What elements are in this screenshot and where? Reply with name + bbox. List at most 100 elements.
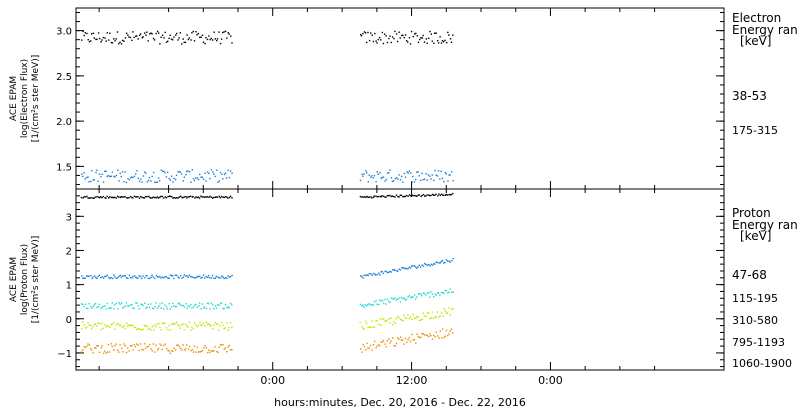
data-point xyxy=(392,297,394,300)
data-point xyxy=(89,347,92,350)
data-point xyxy=(434,263,436,265)
data-point xyxy=(154,277,156,280)
data-point xyxy=(444,261,446,264)
data-point xyxy=(439,294,441,296)
data-point xyxy=(208,35,210,37)
data-point xyxy=(393,37,395,40)
data-point xyxy=(145,307,147,309)
data-point xyxy=(113,197,115,199)
data-point xyxy=(381,176,383,179)
data-point xyxy=(126,322,128,324)
data-point xyxy=(389,35,391,37)
data-point xyxy=(168,195,170,197)
data-point xyxy=(150,180,152,182)
data-point xyxy=(394,196,396,198)
data-point xyxy=(147,277,149,280)
data-point xyxy=(382,272,385,274)
data-point xyxy=(151,175,153,178)
data-point xyxy=(426,194,428,196)
data-point xyxy=(412,35,414,38)
data-point xyxy=(411,333,413,336)
data-point xyxy=(96,38,98,40)
data-point xyxy=(399,301,402,303)
data-point xyxy=(96,306,98,309)
data-point xyxy=(434,316,436,318)
data-point xyxy=(361,196,363,198)
data-point xyxy=(435,331,437,333)
data-point xyxy=(90,328,93,330)
data-point xyxy=(410,297,412,299)
data-point xyxy=(385,346,387,348)
data-point xyxy=(84,346,87,349)
data-point xyxy=(197,178,200,181)
data-point xyxy=(377,38,379,41)
data-point xyxy=(436,40,439,42)
data-point xyxy=(83,34,85,37)
data-point xyxy=(129,345,132,347)
data-point xyxy=(407,339,409,341)
data-point xyxy=(111,345,113,347)
data-point xyxy=(140,178,142,180)
data-point xyxy=(106,195,108,198)
data-point xyxy=(195,303,197,306)
data-point xyxy=(111,323,113,325)
data-point xyxy=(223,327,225,330)
data-point xyxy=(105,275,107,277)
data-point xyxy=(186,344,188,346)
data-point xyxy=(95,347,97,349)
data-point xyxy=(88,181,90,183)
data-point xyxy=(227,346,229,348)
data-point xyxy=(223,307,225,310)
data-point xyxy=(193,345,196,347)
data-point xyxy=(117,349,119,351)
data-point xyxy=(184,323,187,325)
data-point xyxy=(359,321,361,324)
data-point xyxy=(151,325,154,328)
data-point xyxy=(376,196,379,198)
data-point xyxy=(82,349,84,351)
data-point xyxy=(210,350,213,352)
data-point xyxy=(368,303,370,305)
data-point xyxy=(433,179,435,182)
data-point xyxy=(229,170,232,172)
data-point xyxy=(430,33,432,35)
data-point xyxy=(110,323,113,326)
data-point xyxy=(397,298,399,300)
legend-title-line: Energy ran xyxy=(732,218,798,232)
data-point xyxy=(186,170,188,173)
data-point xyxy=(420,195,422,198)
data-point xyxy=(367,326,369,329)
data-point xyxy=(384,33,386,35)
data-point xyxy=(153,324,156,326)
data-point xyxy=(176,274,178,277)
data-point xyxy=(374,32,376,35)
data-point xyxy=(107,197,110,199)
data-point xyxy=(381,299,384,302)
data-point xyxy=(421,295,423,297)
data-point xyxy=(166,347,168,350)
data-point xyxy=(97,196,100,198)
data-point xyxy=(131,196,133,199)
data-point xyxy=(138,34,141,36)
data-point xyxy=(368,174,370,176)
data-point xyxy=(444,310,446,312)
data-point xyxy=(195,177,197,179)
data-point xyxy=(228,344,230,347)
data-point xyxy=(363,306,365,308)
data-point xyxy=(411,194,413,196)
data-point xyxy=(111,171,114,173)
data-point xyxy=(431,311,433,313)
data-point xyxy=(170,306,173,308)
data-point xyxy=(160,36,162,38)
data-point xyxy=(164,343,166,345)
data-point xyxy=(169,329,172,331)
data-point xyxy=(434,32,436,34)
data-point xyxy=(159,196,161,198)
data-point xyxy=(397,270,399,273)
data-point xyxy=(129,324,132,327)
data-point xyxy=(199,173,201,176)
legend-entry: 38-53 xyxy=(732,89,767,103)
data-point xyxy=(82,303,84,306)
data-point xyxy=(105,40,107,42)
data-point xyxy=(107,325,110,328)
